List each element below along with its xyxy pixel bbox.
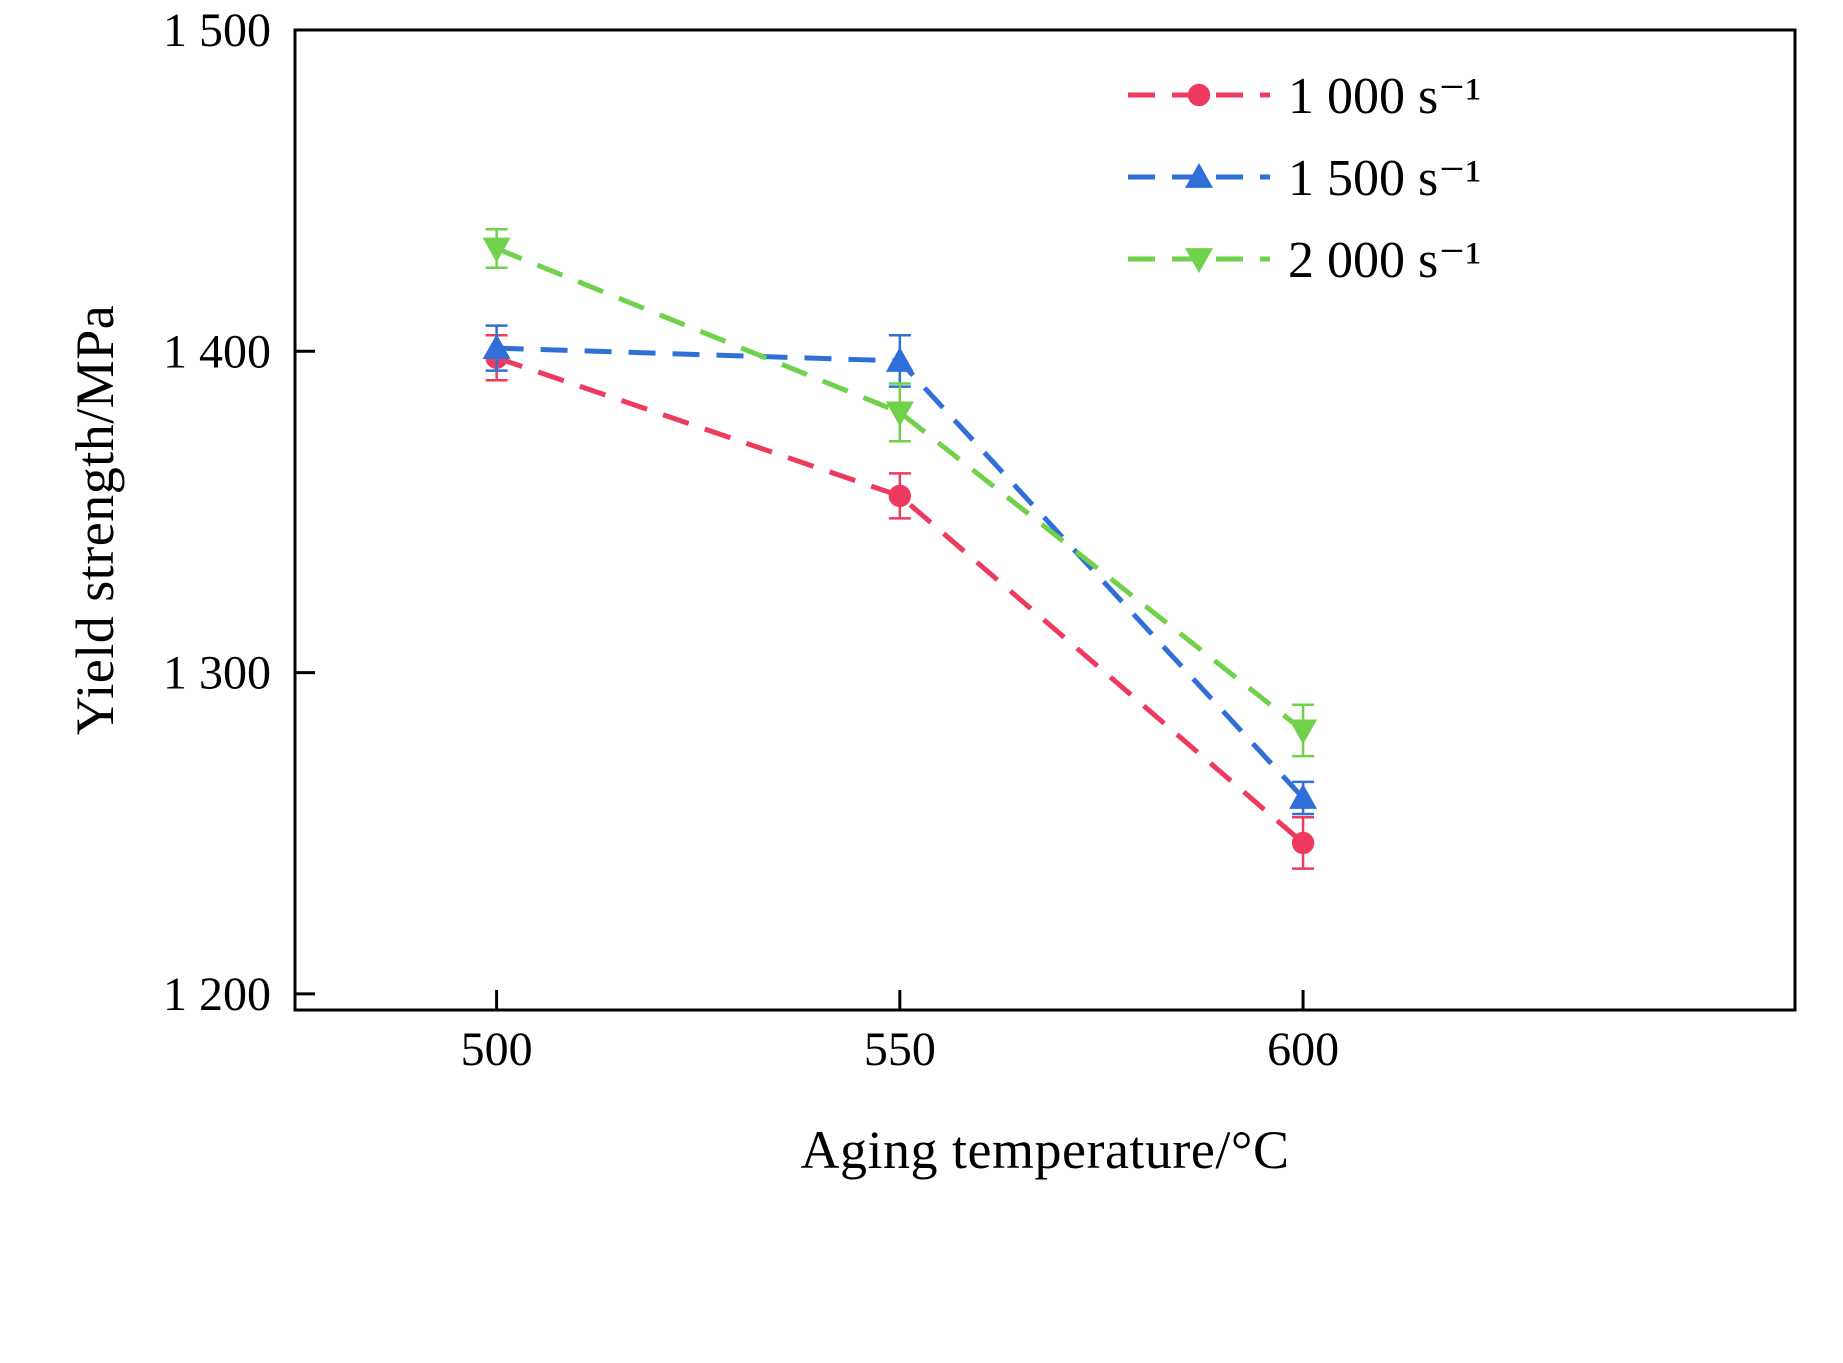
x-tick-label: 550 [864, 1023, 936, 1076]
legend: 1 000 s⁻¹ 1 500 s⁻¹ 2 000 s⁻¹ [1128, 68, 1481, 289]
series-line [495, 246, 1305, 733]
axis-ticks: 1 200 1 300 1 400 1 500 500 550 600 [163, 4, 1339, 1076]
data-point-marker [1289, 719, 1318, 745]
legend-entry-2: 2 000 s⁻¹ [1128, 232, 1481, 289]
data-point-marker [885, 346, 914, 372]
legend-entry-0: 1 000 s⁻¹ [1128, 68, 1481, 125]
plot-border [293, 28, 1797, 1012]
data-point-marker [1289, 783, 1318, 809]
legend-label: 1 500 s⁻¹ [1288, 150, 1481, 207]
data-point-marker [1185, 248, 1213, 273]
data-point-marker [482, 334, 511, 360]
data-point-marker [1187, 83, 1211, 107]
legend-label: 1 000 s⁻¹ [1288, 68, 1481, 125]
series-1 [482, 324, 1318, 816]
data-point-marker [482, 237, 511, 263]
x-axis-label: Aging temperature/°C [800, 1120, 1290, 1180]
data-point-marker [888, 484, 912, 508]
y-tick-label: 1 500 [163, 4, 271, 57]
data-point-marker [1291, 831, 1315, 855]
legend-entry-1: 1 500 s⁻¹ [1128, 150, 1481, 207]
x-tick-label: 600 [1267, 1023, 1339, 1076]
series-line [495, 355, 1305, 845]
legend-label: 2 000 s⁻¹ [1288, 232, 1481, 289]
data-point-marker [1185, 163, 1213, 188]
y-tick-label: 1 200 [163, 968, 271, 1021]
data-point-marker [885, 401, 914, 427]
x-tick-label: 500 [461, 1023, 533, 1076]
series-2 [482, 227, 1318, 758]
y-tick-label: 1 400 [163, 325, 271, 378]
y-axis-label: Yield strength/MPa [65, 304, 125, 736]
y-tick-label: 1 300 [163, 647, 271, 700]
